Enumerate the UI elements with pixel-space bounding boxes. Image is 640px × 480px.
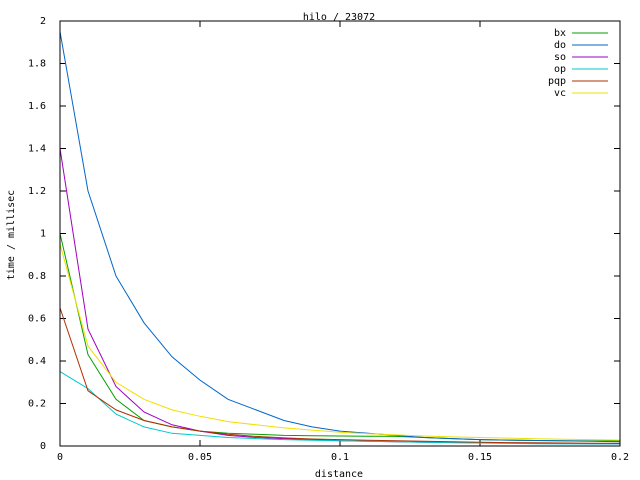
legend-label: pqp [548, 76, 566, 87]
x-axis-label: distance [315, 469, 363, 480]
legend-label: do [554, 40, 566, 51]
x-tick-label: 0 [57, 452, 63, 463]
series-line-pqp [59, 307, 621, 444]
y-tick-label: 0.6 [28, 314, 46, 325]
y-tick-label: 0.8 [28, 271, 46, 282]
x-tick-label: 0.05 [188, 452, 212, 463]
y-tick-label: 0.4 [28, 356, 46, 367]
y-axis-label: time / millisec [6, 190, 17, 280]
x-tick-label: 0.1 [331, 452, 349, 463]
y-tick-label: 1.6 [28, 101, 46, 112]
series-line-bx [59, 233, 620, 442]
series-line-vc [59, 243, 621, 441]
y-tick-label: 0 [40, 441, 46, 452]
series-line-op [59, 371, 620, 445]
y-tick-label: 1 [40, 229, 46, 240]
legend-label: op [554, 64, 566, 75]
y-tick-label: 1.4 [28, 144, 46, 155]
legend-label: bx [554, 28, 566, 39]
y-tick-label: 0.2 [28, 399, 46, 410]
y-tick-label: 1.8 [28, 59, 46, 70]
series-line-do [59, 31, 621, 443]
axis-ticks: 0 0.05 0.1 0.15 0.2 0 0.2 0.4 0.6 0.8 1 1.2 1.4 1.6 1.… [28, 16, 629, 463]
chart-title: hilo / 23072 [303, 12, 375, 23]
legend-label: vc [554, 88, 566, 99]
plot-frame [59, 20, 621, 447]
x-tick-label: 0.2 [611, 452, 629, 463]
x-tick-label: 0.15 [468, 452, 492, 463]
y-tick-label: 1.2 [28, 186, 46, 197]
y-tick-label: 2 [40, 16, 46, 27]
plot-series [59, 31, 621, 445]
legend-label: so [554, 52, 566, 63]
